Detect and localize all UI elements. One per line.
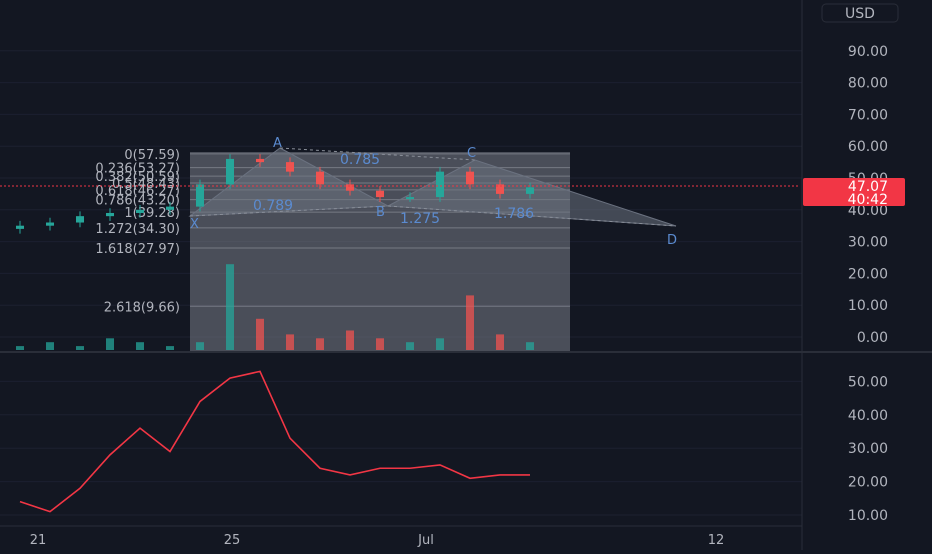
fib-level-label: 0.5(48.43) (112, 177, 180, 192)
candle-body (46, 222, 54, 226)
volume-bars (16, 264, 534, 350)
pattern-point-b: B (376, 205, 385, 220)
fib-level-label: 0.786(43.20) (95, 194, 180, 209)
pattern-ratio-bc: 1.275 (400, 211, 440, 227)
fib-level-label: 0(57.59) (124, 148, 180, 163)
oscillator-axis[interactable]: 50.00 40.00 30.00 20.00 10.00 (848, 374, 888, 524)
osc-tick-label: 40.00 (848, 408, 888, 424)
volume-bar (346, 330, 354, 350)
fib-level-label: 0.236(53.27) (95, 162, 180, 177)
osc-tick-label: 10.00 (848, 508, 888, 524)
candle-body (226, 158, 234, 185)
candle-body (136, 209, 144, 213)
time-label-25: 25 (224, 533, 241, 548)
price-tick-label: 90.00 (848, 44, 888, 60)
pattern-point-x: X (190, 217, 199, 232)
volume-bar (76, 346, 84, 350)
volume-bar (436, 338, 444, 350)
volume-bar (316, 338, 324, 350)
pattern-ratio-ab: 0.785 (340, 152, 380, 168)
price-badge-bg (803, 178, 905, 206)
volume-bar (226, 264, 234, 350)
pattern-bd-line (387, 205, 677, 227)
price-tick-label: 40.00 (848, 203, 888, 219)
fib-level-label: 0.382(50.59) (95, 170, 180, 185)
oscillator-grid (0, 380, 802, 516)
price-tick-label: 80.00 (848, 76, 888, 92)
candle-body (106, 212, 114, 217)
pattern-ac-line (279, 147, 476, 161)
candle-body (436, 171, 444, 198)
candle-body (316, 171, 324, 185)
price-tick-label: 10.00 (848, 298, 888, 314)
current-price-label: 47.07 (848, 179, 888, 195)
current-price-badge: 47.07 40:42 (803, 178, 905, 208)
time-label-12: 12 (708, 533, 725, 548)
time-label-jul: Jul (417, 533, 434, 548)
osc-tick-label: 20.00 (848, 475, 888, 491)
countdown-label: 40:42 (848, 192, 888, 208)
volume-bar (46, 342, 54, 350)
price-tick-label: 20.00 (848, 266, 888, 282)
candle-body (166, 206, 174, 210)
fib-labels: 0(57.59)0.236(53.27)0.382(50.59)0.5(48.4… (95, 148, 180, 315)
volume-bar (286, 334, 294, 350)
volume-bar (406, 342, 414, 350)
price-tick-label: 60.00 (848, 139, 888, 155)
volume-bar (196, 342, 204, 350)
candle-body (286, 162, 294, 172)
pattern-ratio-xb: 0.789 (253, 198, 293, 214)
candlestick-series (16, 154, 534, 234)
price-tick-label: 70.00 (848, 107, 888, 123)
candle-body (256, 158, 264, 163)
osc-tick-label: 30.00 (848, 441, 888, 457)
osc-tick-label: 50.00 (848, 374, 888, 390)
fib-level-label: 2.618(9.66) (104, 300, 180, 315)
volume-bar (166, 346, 174, 350)
pattern-point-c: C (467, 146, 476, 161)
volume-bar (16, 346, 24, 350)
oscillator-line (19, 370, 530, 513)
volume-bar (106, 338, 114, 350)
pattern-point-a: A (273, 136, 282, 151)
candle-body (376, 190, 384, 198)
pattern-xab-triangle (188, 147, 390, 217)
volume-bar (496, 334, 504, 350)
volume-bar (526, 342, 534, 350)
price-tick-label: 30.00 (848, 235, 888, 251)
price-tick-label: 0.00 (857, 330, 888, 346)
candle-body (526, 187, 534, 194)
candle-body (406, 197, 414, 200)
volume-bar (376, 338, 384, 350)
fib-level-label: 0.618(46.27) (95, 184, 180, 199)
volume-bar (466, 295, 474, 350)
candle-body (76, 216, 84, 223)
currency-button-bg[interactable] (821, 3, 899, 23)
time-label-21: 21 (30, 533, 47, 548)
pattern-point-d: D (667, 233, 677, 248)
fib-level-label: 1.618(27.97) (95, 242, 180, 257)
candle-body (196, 184, 204, 207)
pattern-ratio-cd: 1.786 (494, 206, 534, 222)
candle-body (346, 184, 354, 191)
candle-body (496, 184, 504, 194)
candle-body (16, 225, 24, 229)
currency-button[interactable]: USD (821, 3, 899, 23)
volume-bar (136, 342, 144, 350)
candle-body (466, 171, 474, 185)
volume-bar (256, 318, 264, 350)
time-axis[interactable]: 21 25 Jul 12 (30, 533, 725, 548)
currency-label[interactable]: USD (845, 6, 875, 22)
fib-level-label: 1.272(34.30) (95, 222, 180, 237)
